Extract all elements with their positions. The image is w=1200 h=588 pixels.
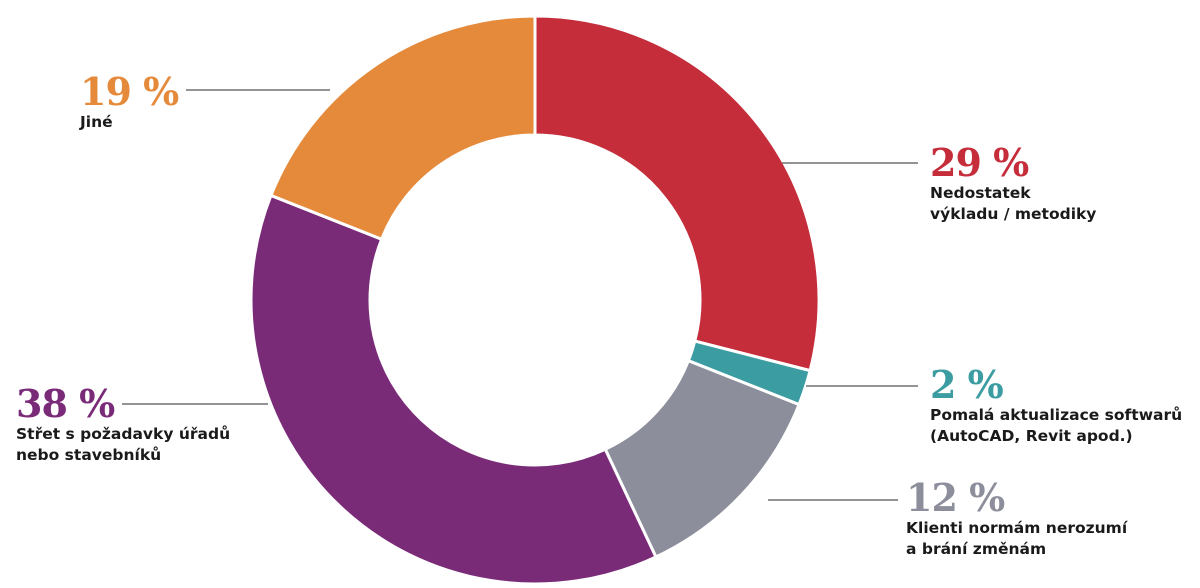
slice-label-jine: 19 % Jiné [80, 69, 179, 133]
slice-stret [249, 193, 658, 586]
slice-value: 19 % [80, 69, 179, 114]
slice-category: Klienti normám nerozumí a brání změnám [906, 519, 1128, 558]
slice-value: 2 % [930, 362, 1004, 407]
slice-category: Střet s požadavky úřadů nebo stavebníků [16, 425, 231, 464]
slice-label-klienti: 12 % Klienti normám nerozumí a brání změ… [906, 478, 1127, 560]
slice-label-pomala-aktualizace: 2 % Pomalá aktualizace softwarů (AutoCAD… [930, 365, 1182, 447]
slice-label-stret: 38 % Střet s požadavky úřadů nebo staveb… [16, 384, 230, 466]
slice-nedostatek [533, 14, 821, 373]
slice-value: 38 % [16, 381, 115, 426]
slice-jine [268, 14, 537, 242]
slice-category: Pomalá aktualizace softwarů (AutoCAD, Re… [930, 406, 1183, 445]
slice-category: Nedostatek výkladu / metodiky [930, 184, 1097, 223]
donut-slices [249, 14, 821, 586]
slice-value: 29 % [930, 140, 1029, 185]
leader-lines [122, 89, 918, 501]
slice-value: 12 % [906, 475, 1005, 520]
slice-category: Jiné [80, 113, 113, 131]
slice-label-nedostatek: 29 % Nedostatek výkladu / metodiky [930, 143, 1096, 225]
